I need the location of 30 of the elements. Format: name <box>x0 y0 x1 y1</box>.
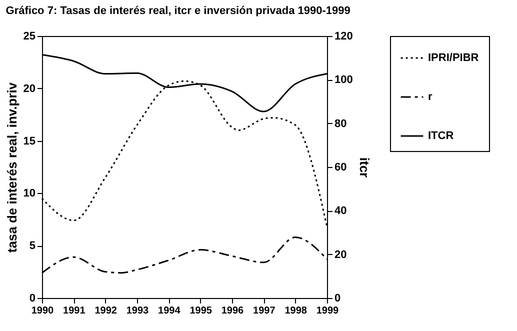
y-tick-label: 5 <box>29 240 36 252</box>
legend-label: IPRI/PIBR <box>428 52 479 64</box>
y-axis-title: tasa de interés real, inv.priv <box>4 82 20 253</box>
x-tick-label: 1998 <box>284 306 308 316</box>
x-tick-label: 1991 <box>63 306 86 316</box>
y2-tick-label: 80 <box>334 118 347 130</box>
x-tick-label: 1994 <box>158 306 181 316</box>
x-tick-label: 1992 <box>94 306 118 316</box>
y-tick-label: 0 <box>29 292 36 304</box>
y-tick-label: 15 <box>23 135 36 148</box>
x-tick-label: 1995 <box>190 306 212 316</box>
legend-label: r <box>428 91 433 103</box>
y2-tick-label: 100 <box>334 74 353 86</box>
y-tick-label: 25 <box>23 30 36 42</box>
x-tick-label: 1996 <box>221 306 244 316</box>
y-tick-label: 10 <box>23 188 36 200</box>
chart-title: Gráfico 7: Tasas de interés real, itcr e inversión privada 1990-1999 <box>6 5 350 17</box>
y-tick-label: 20 <box>23 82 36 95</box>
x-tick-label: 1999 <box>316 306 340 316</box>
y2-tick-label: 20 <box>334 248 347 261</box>
y2-tick-label: 0 <box>334 292 341 304</box>
x-tick-label: 1990 <box>31 306 54 316</box>
y2-tick-label: 40 <box>334 205 347 218</box>
x-tick-label: 1997 <box>253 306 276 316</box>
x-tick-label: 1993 <box>126 306 150 316</box>
y2-tick-label: 60 <box>334 162 347 174</box>
line-series <box>41 236 328 274</box>
y2-tick-label: 120 <box>334 30 353 42</box>
legend-label: ITCR <box>428 130 454 142</box>
y2-axis-title: itcr <box>356 157 372 178</box>
